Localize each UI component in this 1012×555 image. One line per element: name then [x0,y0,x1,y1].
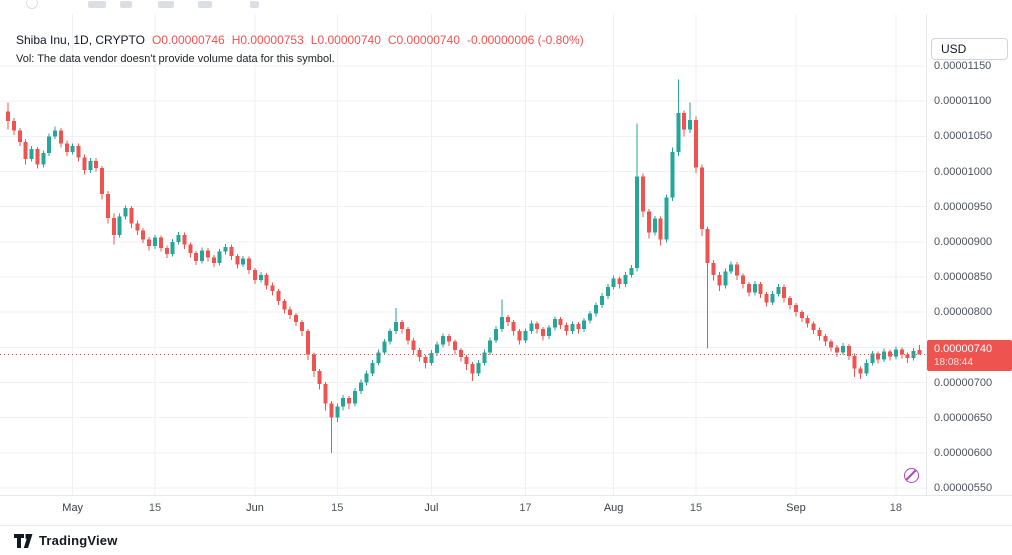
price-axis-label: 0.00000600 [934,446,993,459]
tradingview-logo-icon[interactable] [14,533,33,548]
price-axis-label: 0.00000850 [934,271,993,283]
time-axis-label: Jun [246,502,264,514]
cropped-toolbar-icon [250,1,259,8]
cropped-toolbar [0,0,1012,14]
price-axis-label: 0.00001150 [934,60,992,72]
price-axis-label: 0.00001100 [934,95,992,108]
cropped-toolbar-icon [88,1,106,8]
cropped-toolbar-icon [198,1,212,8]
price-axis-label: 0.00000800 [934,306,993,319]
footer-bar: TradingView [0,525,1012,555]
chart-canvas[interactable] [0,14,926,495]
price-axis-label: 0.00000950 [934,200,993,213]
time-axis-label: 15 [689,502,703,514]
time-axis-label: 15 [331,502,344,514]
currency-usd-button[interactable]: USD [931,38,1008,60]
price-axis-label: 0.00001000 [934,165,993,178]
time-axis[interactable]: May 15 Jun 15 Jul 17 Aug 15 Sep 18 [0,495,1012,526]
bar-close-countdown: 18:08:44 [934,357,973,369]
price-axis-label: 0.00000650 [934,411,993,424]
circle-slash-icon[interactable] [904,468,919,483]
price-axis[interactable]: USD 0.00001150 0.00001100 0.00001050 0.0000… [926,14,1012,495]
cropped-toolbar-icon [120,1,132,8]
tradingview-brand-text[interactable]: TradingView [39,533,118,548]
time-axis-label: 18 [889,502,902,514]
cropped-toolbar-icon [26,0,38,9]
symbol-title[interactable]: Shiba Inu, 1D, CRYPTO [16,33,145,47]
last-price-value: 0.00000740 [934,343,993,356]
time-axis-label: Aug [603,502,624,514]
time-axis-label: Sep [786,502,806,514]
price-axis-label: 0.00001050 [934,130,993,143]
price-axis-label: 0.00000700 [934,376,993,389]
chart-pane[interactable] [0,14,926,495]
cropped-toolbar-icon [158,1,174,8]
price-axis-label: 0.00000550 [934,482,993,494]
price-axis-label: 0.00000900 [934,235,993,248]
last-price-tag: 0.00000740 18:08:44 [927,340,1012,372]
time-axis-label: 15 [148,502,162,514]
time-axis-label: May [62,502,84,514]
time-axis-label: 17 [519,502,532,514]
time-axis-label: Jul [424,502,439,514]
